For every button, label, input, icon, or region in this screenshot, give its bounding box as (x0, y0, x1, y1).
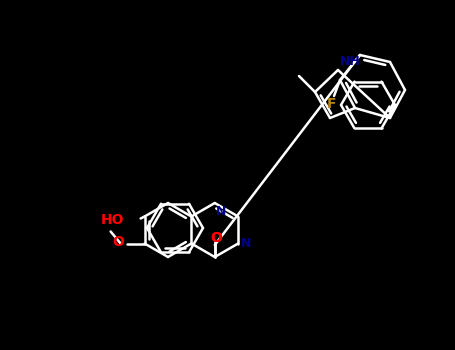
Text: N: N (216, 205, 226, 218)
Text: O: O (210, 231, 222, 245)
Text: N: N (241, 237, 252, 250)
Text: F: F (327, 97, 337, 111)
Text: O: O (113, 236, 125, 250)
Text: NH: NH (340, 55, 361, 68)
Text: HO: HO (101, 212, 125, 226)
Text: O: O (210, 231, 222, 245)
